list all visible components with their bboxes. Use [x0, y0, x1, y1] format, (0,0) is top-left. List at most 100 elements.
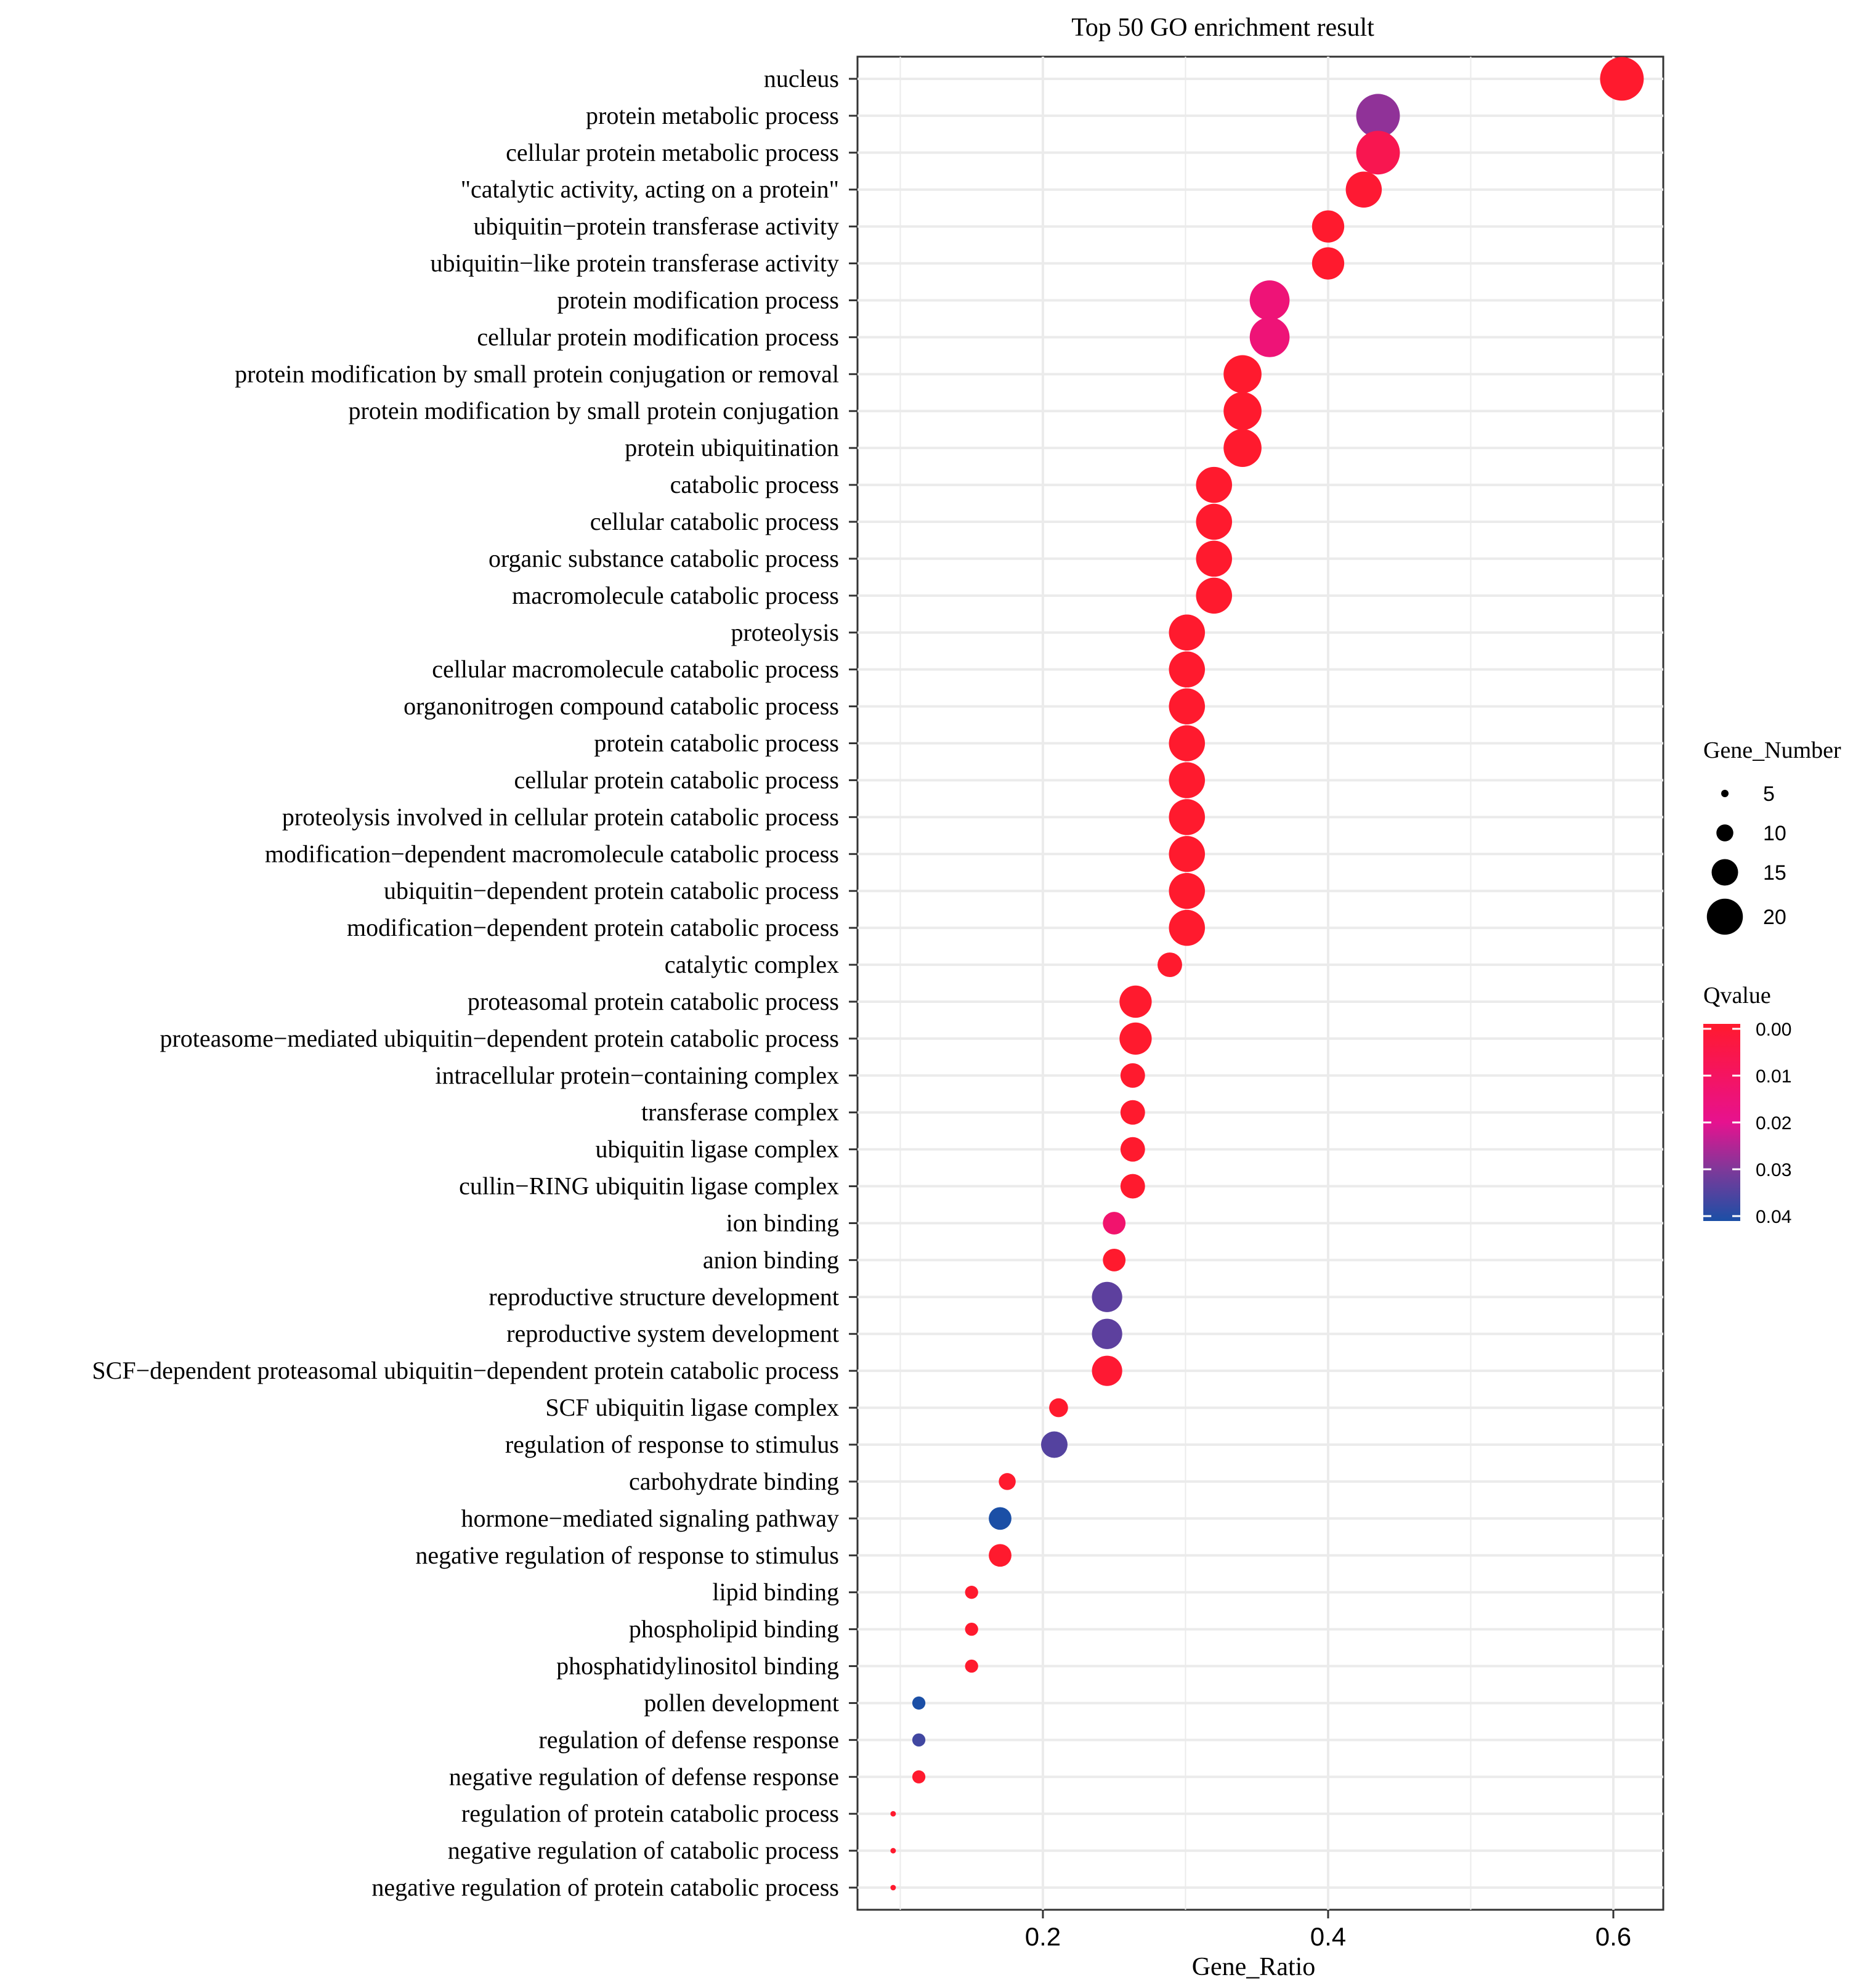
y-tick-label: macromolecule catabolic process	[512, 582, 839, 609]
data-point	[1120, 1137, 1145, 1162]
y-tick-label: organonitrogen compound catabolic proces…	[403, 692, 839, 720]
data-point	[1103, 1212, 1126, 1235]
data-points	[890, 57, 1644, 1891]
y-tick-label: negative regulation of protein catabolic…	[371, 1873, 839, 1901]
data-point	[1169, 725, 1206, 761]
y-tick-label: "catalytic activity, acting on a protein…	[461, 176, 839, 203]
legend-size-dot	[1711, 859, 1738, 886]
y-tick-label: protein ubiquitination	[625, 434, 839, 461]
data-point	[989, 1507, 1012, 1530]
y-tick-label: cellular catabolic process	[590, 508, 839, 535]
y-tick-label: protein modification by small protein co…	[348, 397, 839, 424]
data-point	[1103, 1249, 1126, 1272]
y-tick-label: regulation of protein catabolic process	[461, 1799, 839, 1827]
data-point	[965, 1659, 978, 1673]
data-point	[965, 1622, 978, 1636]
data-point	[1169, 688, 1206, 724]
y-tick-label: protein modification by small protein co…	[235, 360, 839, 387]
y-tick-label: catalytic complex	[665, 951, 839, 978]
y-tick-label: carbohydrate binding	[629, 1467, 839, 1495]
legend-size-label: 15	[1763, 861, 1786, 885]
data-point	[1092, 1318, 1122, 1349]
x-tick-label: 0.6	[1595, 1922, 1631, 1951]
legend-color-title: Qvalue	[1703, 983, 1771, 1008]
data-point	[1119, 1022, 1152, 1055]
y-tick-label: SCF ubiquitin ligase complex	[545, 1394, 839, 1421]
y-tick-label: modification−dependent macromolecule cat…	[265, 840, 839, 867]
data-point	[1120, 1063, 1145, 1088]
y-tick-label: negative regulation of defense response	[449, 1763, 839, 1790]
y-tick-label: phosphatidylinositol binding	[556, 1652, 839, 1680]
plot-border	[856, 55, 1664, 1911]
y-tick-label: proteasomal protein catabolic process	[468, 988, 839, 1015]
legend-size-dot	[1716, 824, 1733, 842]
data-point	[1223, 392, 1262, 431]
y-tick-label: reproductive structure development	[489, 1283, 839, 1310]
data-point	[1092, 1355, 1122, 1386]
y-tick-label: catabolic process	[670, 471, 839, 498]
data-point	[1158, 952, 1182, 977]
y-tick-label: pollen development	[644, 1689, 839, 1716]
x-axis-title: Gene_Ratio	[1192, 1953, 1316, 1981]
x-axis: 0.2 0.4 0.6	[1025, 1910, 1631, 1951]
y-tick-label: negative regulation of catabolic process	[448, 1836, 839, 1864]
legend-size-title: Gene_Number	[1703, 737, 1841, 763]
data-point	[912, 1770, 926, 1783]
y-tick-label: ubiquitin−like protein transferase activ…	[431, 250, 839, 277]
data-point	[1196, 577, 1233, 614]
legend-size-dot	[1706, 898, 1743, 935]
data-point	[1356, 94, 1400, 138]
y-tick-label: regulation of defense response	[538, 1726, 839, 1753]
data-point	[965, 1586, 978, 1599]
y-tick-label: lipid binding	[712, 1578, 839, 1606]
colorbar-tick-label: 0.03	[1756, 1160, 1791, 1180]
y-axis-term-labels: nucleus protein metabolic process cellular…	[92, 65, 858, 1901]
data-point	[912, 1733, 926, 1747]
y-tick-label: phospholipid binding	[629, 1615, 839, 1643]
data-point	[1092, 1281, 1122, 1312]
data-point	[1249, 317, 1290, 357]
y-tick-label: transferase complex	[641, 1098, 839, 1126]
chart-title: Top 50 GO enrichment result	[1071, 14, 1374, 42]
data-point	[1169, 872, 1206, 909]
y-tick-label: SCF−dependent proteasomal ubiquitin−depe…	[92, 1357, 839, 1384]
legend-gene-number: Gene_Number 5 10 15 20	[1703, 737, 1841, 935]
data-point	[1249, 280, 1290, 320]
data-point	[1600, 57, 1644, 101]
y-tick-label: ubiquitin−dependent protein catabolic pr…	[384, 877, 839, 904]
data-point	[1040, 1431, 1068, 1458]
y-tick-label: ion binding	[726, 1209, 839, 1236]
data-point	[1312, 247, 1345, 280]
grid-lines	[858, 57, 1663, 1910]
data-point	[1196, 503, 1233, 540]
colorbar-tick-label: 0.04	[1756, 1207, 1791, 1227]
y-tick-label: cullin−RING ubiquitin ligase complex	[459, 1172, 839, 1200]
data-point	[1196, 466, 1233, 503]
y-tick-label: regulation of response to stimulus	[505, 1430, 839, 1458]
data-point	[1119, 985, 1152, 1018]
data-point	[1312, 210, 1345, 243]
data-point	[890, 1811, 896, 1817]
y-tick-label: ubiquitin ligase complex	[596, 1135, 840, 1163]
data-point	[1169, 762, 1206, 798]
data-point	[1049, 1398, 1068, 1418]
colorbar-tick-label: 0.01	[1756, 1066, 1791, 1087]
y-tick-label: cellular protein modification process	[477, 323, 839, 351]
data-point	[989, 1544, 1012, 1567]
plot-background	[858, 57, 1663, 1910]
data-point	[999, 1473, 1016, 1490]
y-tick-label: reproductive system development	[506, 1320, 839, 1347]
y-tick-label: proteasome−mediated ubiquitin−dependent …	[160, 1024, 839, 1052]
data-point	[1169, 651, 1206, 688]
data-point	[1169, 799, 1206, 835]
y-tick-label: protein catabolic process	[594, 729, 839, 757]
y-tick-label: ubiquitin−protein transferase activity	[474, 213, 840, 240]
data-point	[890, 1885, 896, 1891]
legend-qvalue: Qvalue 0.00 0.01 0.02 0.03 0.04	[1703, 983, 1791, 1227]
data-point	[1120, 1100, 1145, 1125]
legend-size-label: 5	[1763, 782, 1775, 806]
data-point	[1169, 909, 1206, 946]
y-tick-label: cellular protein catabolic process	[514, 766, 839, 793]
y-tick-label: negative regulation of response to stimu…	[415, 1541, 839, 1569]
